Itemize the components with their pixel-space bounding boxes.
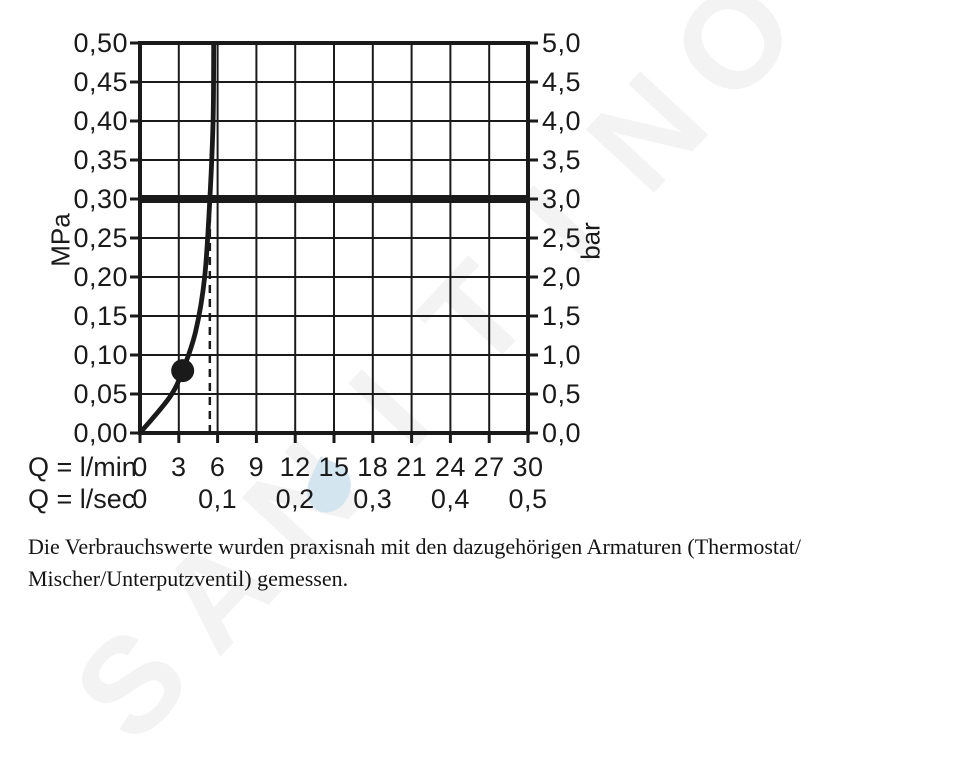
tick-label-bar: 4,5 <box>542 67 582 97</box>
tick-label-lsec: 0,4 <box>430 484 470 514</box>
tick-label-bar: 0,0 <box>542 418 582 448</box>
tick-label-lmin: 9 <box>248 452 265 482</box>
tick-label-mpa: 0,50 <box>73 28 128 58</box>
flow-curve <box>138 42 217 435</box>
tick-label-lsec: 0,1 <box>198 484 238 514</box>
tick-label-lmin: 24 <box>434 452 466 482</box>
tick-label-lmin: 21 <box>396 452 428 482</box>
caption-line-2: Mischer/Unterputzventil) gemessen. <box>28 566 349 591</box>
tick-label-bar: 3,5 <box>542 145 582 175</box>
tick-label-lmin: 15 <box>318 452 350 482</box>
tick-label-bar: 2,0 <box>542 262 582 292</box>
tick-label-lmin: 3 <box>171 452 187 482</box>
tick-label-lsec: 0,5 <box>508 484 548 514</box>
tick-label-bar: 5,0 <box>542 28 582 58</box>
tick-label-mpa: 0,00 <box>73 418 128 448</box>
tick-label-mpa: 0,35 <box>73 145 128 175</box>
tick-label-lsec: 0,3 <box>353 484 393 514</box>
tick-label-bar: 4,0 <box>542 106 582 136</box>
tick-label-lsec: 0 <box>132 484 148 514</box>
tick-label-mpa: 0,30 <box>73 184 128 214</box>
tick-label-lmin: 0 <box>132 452 148 482</box>
tick-label-mpa: 0,45 <box>73 67 128 97</box>
tick-label-lmin: 18 <box>357 452 389 482</box>
flow-pressure-chart <box>130 41 538 443</box>
tick-label-lmin: 27 <box>473 452 505 482</box>
axis-labels: MPa bar Q = l/min Q = l/sec 0,50 0,45 0,40… <box>28 28 606 514</box>
tick-label-lsec: 0,2 <box>275 484 315 514</box>
tick-label-lmin: 30 <box>512 452 544 482</box>
tick-label-mpa: 0,15 <box>73 301 128 331</box>
tick-label-mpa: 0,20 <box>73 262 128 292</box>
tick-label-mpa: 0,05 <box>73 379 128 409</box>
tick-label-bar: 0,5 <box>542 379 582 409</box>
tick-label-bar: 1,0 <box>542 340 582 370</box>
tick-label-bar: 2,5 <box>542 223 582 253</box>
tick-label-lmin: 6 <box>209 452 226 482</box>
x-axis-lmin-label: Q = l/min <box>28 452 137 482</box>
x-axis-lsec-label: Q = l/sec <box>28 484 136 514</box>
tick-label-mpa: 0,10 <box>73 340 128 370</box>
tick-label-bar: 1,5 <box>542 301 582 331</box>
tick-label-lmin: 12 <box>279 452 311 482</box>
tick-label-mpa: 0,40 <box>73 106 128 136</box>
curve-marker-dot <box>171 359 195 383</box>
tick-label-mpa: 0,25 <box>73 223 128 253</box>
tick-label-bar: 3,0 <box>542 184 582 214</box>
caption-line-1: Die Verbrauchswerte wurden praxisnah mit… <box>28 534 801 559</box>
caption: Die Verbrauchswerte wurden praxisnah mit… <box>28 531 928 595</box>
